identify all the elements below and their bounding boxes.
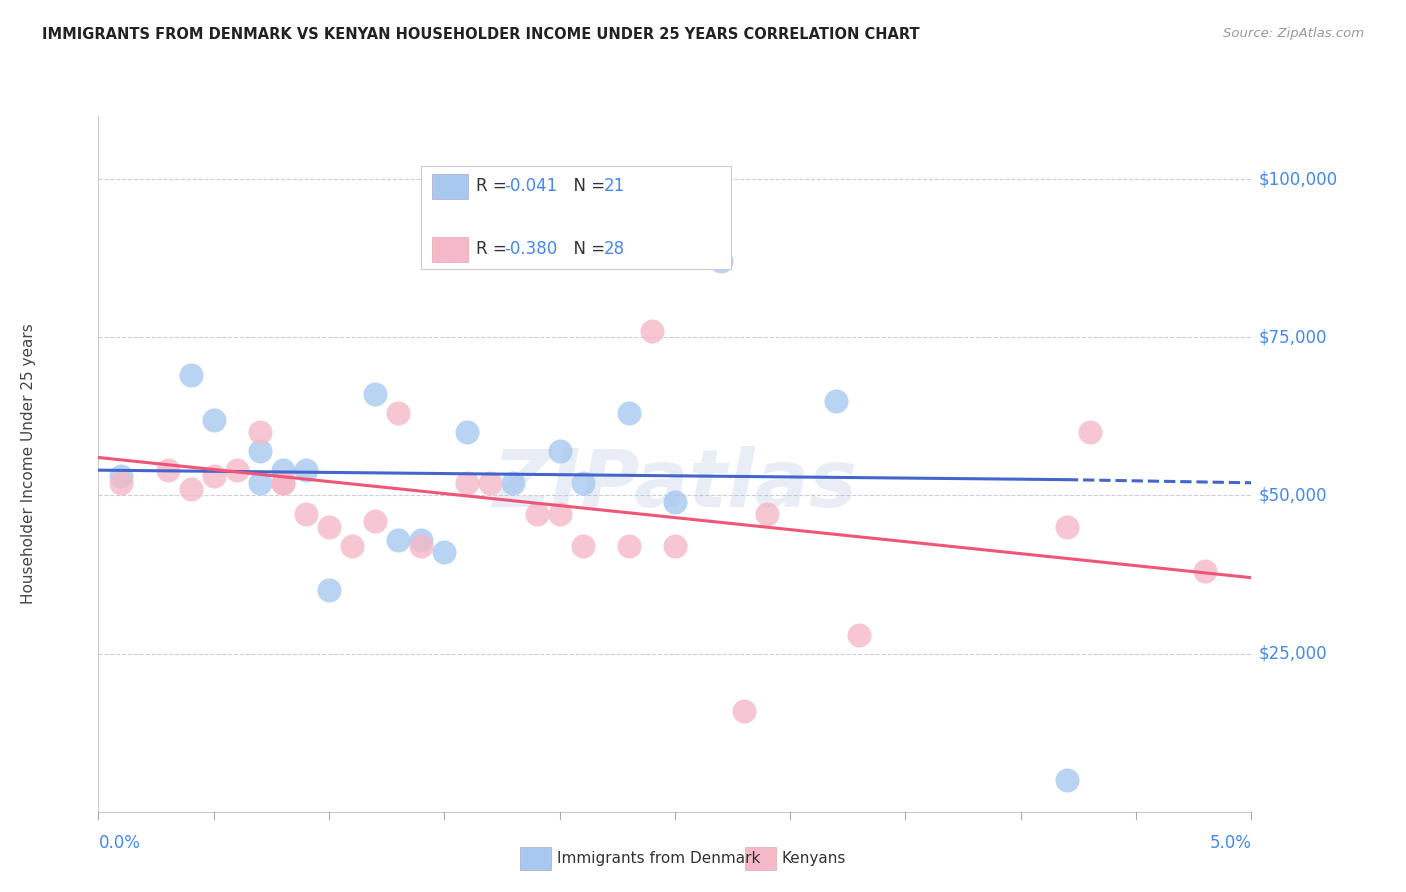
Text: ZIPatlas: ZIPatlas [492,446,858,524]
Point [387,533,409,547]
Text: R =: R = [477,241,512,259]
Text: R =: R = [477,178,512,195]
Text: 0.0%: 0.0% [98,834,141,852]
Point [295,463,318,477]
Point [479,475,502,490]
Point [1056,520,1078,534]
Point [571,475,593,490]
Point [180,368,202,383]
Point [318,583,340,598]
Point [502,475,524,490]
Point [364,387,387,401]
Point [271,475,294,490]
Point [202,412,225,426]
Text: N =: N = [564,178,610,195]
Point [456,425,478,440]
Text: 5.0%: 5.0% [1209,834,1251,852]
Point [202,469,225,483]
Point [411,533,433,547]
Text: Kenyans: Kenyans [782,851,846,865]
Point [756,508,779,522]
Point [364,514,387,528]
Point [271,475,294,490]
Text: 21: 21 [605,178,626,195]
Point [548,444,571,458]
Text: $25,000: $25,000 [1258,645,1327,663]
Point [271,463,294,477]
Text: Immigrants from Denmark: Immigrants from Denmark [557,851,761,865]
Text: -0.380: -0.380 [505,241,557,259]
Point [249,475,271,490]
Text: $100,000: $100,000 [1258,170,1337,188]
Point [548,508,571,522]
Point [1194,565,1216,579]
Point [249,444,271,458]
Text: Source: ZipAtlas.com: Source: ZipAtlas.com [1223,27,1364,40]
Point [180,482,202,496]
Point [526,508,548,522]
Point [456,475,478,490]
Point [295,508,318,522]
Point [571,539,593,553]
Text: IMMIGRANTS FROM DENMARK VS KENYAN HOUSEHOLDER INCOME UNDER 25 YEARS CORRELATION : IMMIGRANTS FROM DENMARK VS KENYAN HOUSEH… [42,27,920,42]
Point [1056,773,1078,788]
Text: 28: 28 [605,241,626,259]
Text: Householder Income Under 25 years: Householder Income Under 25 years [21,324,35,604]
Point [249,425,271,440]
Point [110,469,132,483]
Point [848,627,870,641]
Point [617,539,640,553]
Point [387,406,409,420]
Text: N =: N = [564,241,610,259]
Point [641,324,664,338]
Point [318,520,340,534]
Point [1078,425,1101,440]
Point [110,475,132,490]
Point [664,539,686,553]
Text: $75,000: $75,000 [1258,328,1327,346]
Point [411,539,433,553]
Point [225,463,247,477]
Point [156,463,179,477]
Point [825,393,848,408]
Point [733,704,755,718]
Point [664,495,686,509]
Text: -0.041: -0.041 [505,178,557,195]
Point [617,406,640,420]
Point [710,254,733,268]
Point [340,539,363,553]
Point [433,545,456,559]
Text: $50,000: $50,000 [1258,486,1327,505]
